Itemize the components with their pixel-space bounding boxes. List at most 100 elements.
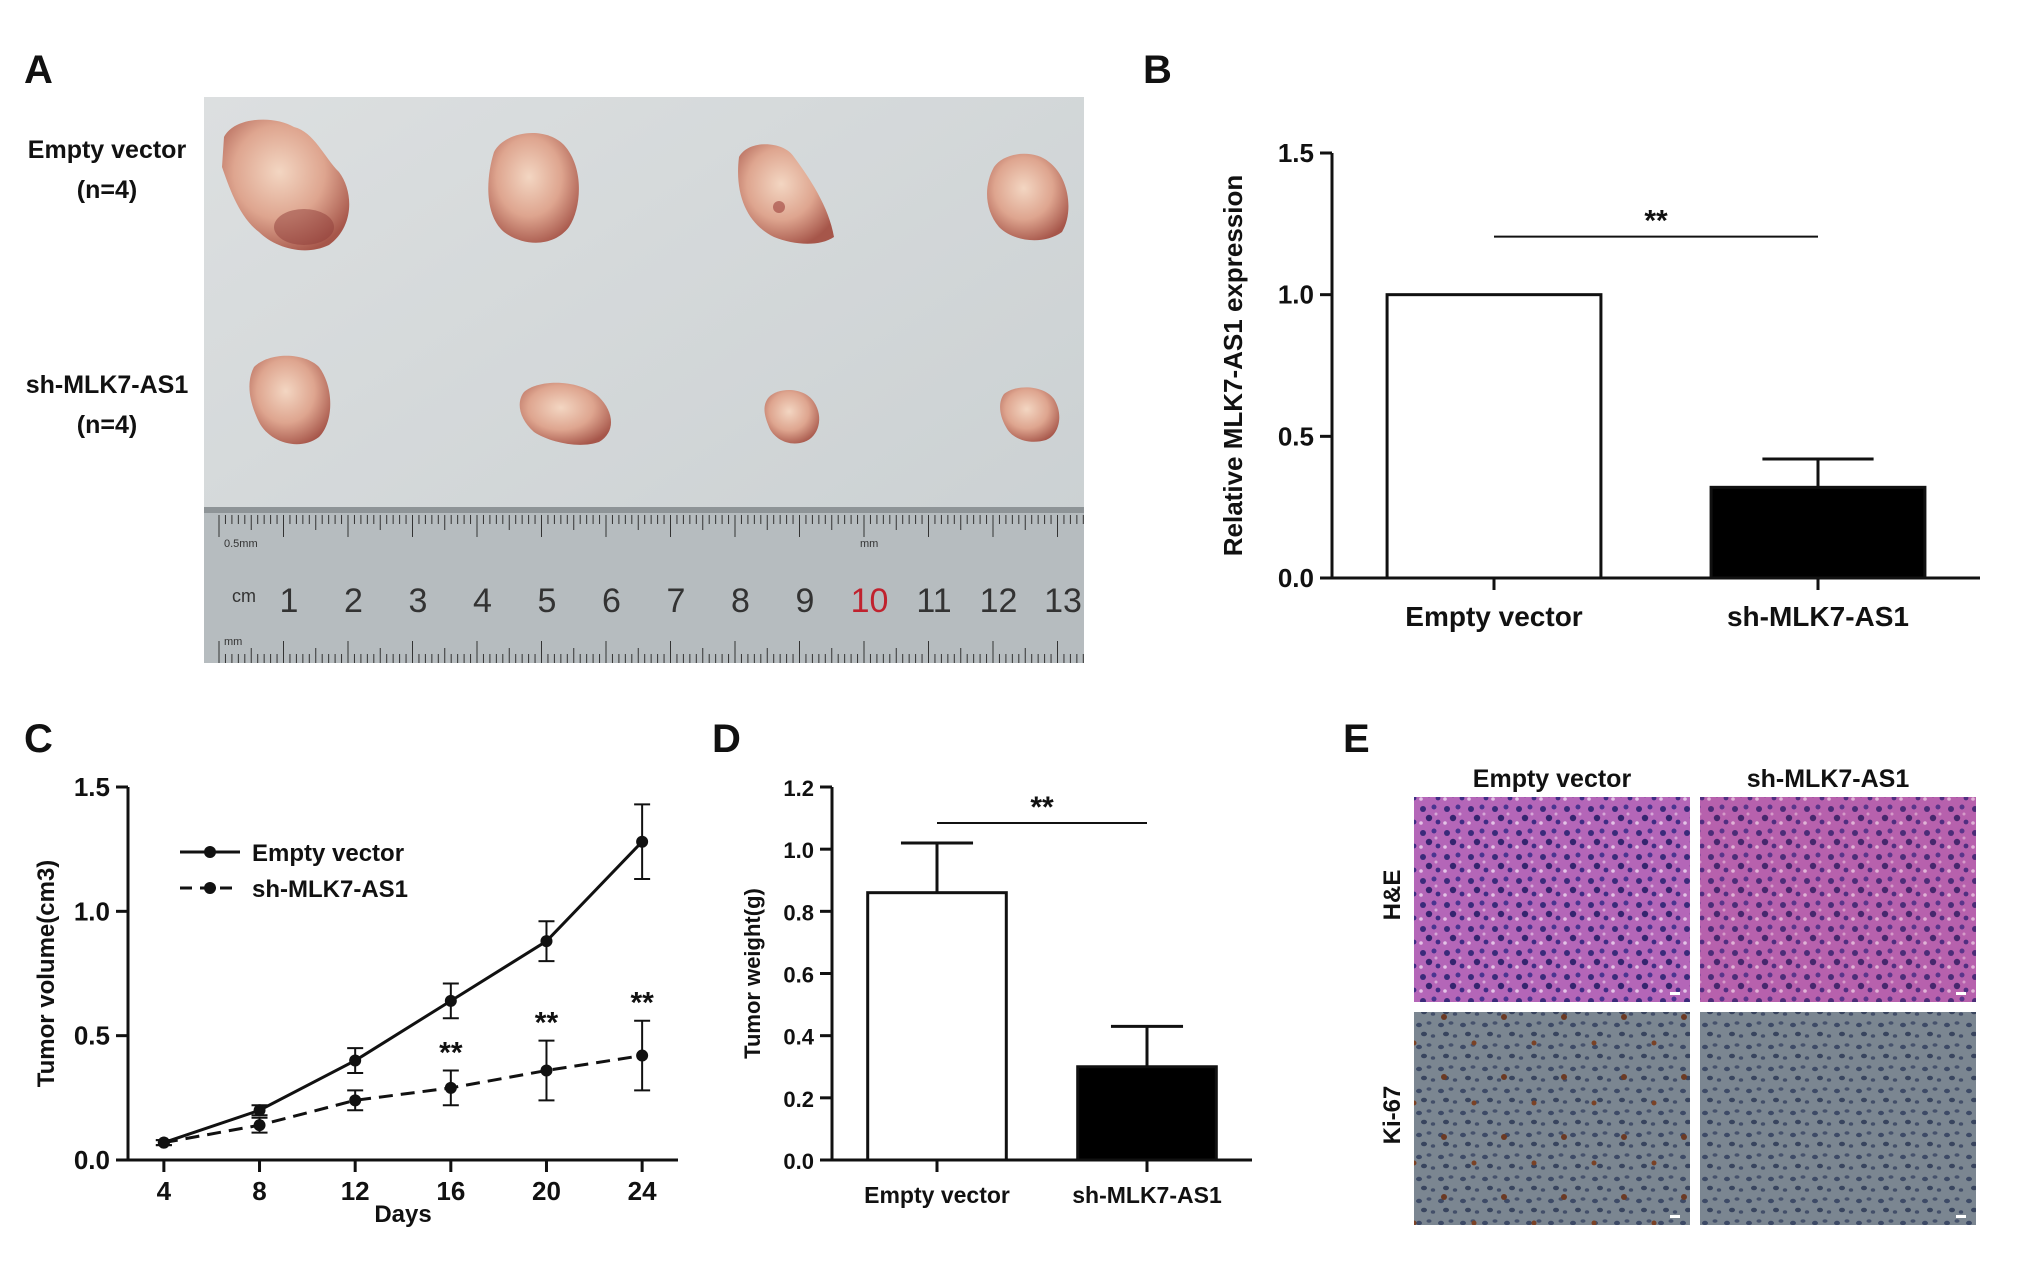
tumor-sh-1 <box>249 355 331 445</box>
chart-c-x-tick-label: 20 <box>532 1176 561 1206</box>
ruler-ticks <box>218 515 1084 663</box>
chart-d-bar <box>1076 1065 1218 1162</box>
group1-n: (n=4) <box>76 176 138 204</box>
chart-d-bar <box>866 891 1008 1162</box>
chart-b-y-tick-label: 0.0 <box>1278 563 1314 593</box>
tumor-empty-3 <box>738 144 834 244</box>
ruler-number: 7 <box>667 582 686 620</box>
ruler-number: 6 <box>602 582 621 620</box>
chart-b-y-tick-label: 1.5 <box>1278 138 1314 168</box>
ruler-number: 13 <box>1044 582 1082 620</box>
chart-c-point <box>253 1104 266 1117</box>
chart-d-y-label: Tumor weight(g) <box>740 888 765 1059</box>
col-label-sh: sh-MLK7-AS1 <box>1747 765 1910 793</box>
chart-c-legend-marker <box>204 846 216 858</box>
he-sh-image <box>1700 797 1976 1002</box>
chart-c-y-tick-label: 1.5 <box>74 772 110 802</box>
ruler-number: 3 <box>409 582 428 620</box>
ruler-number: 9 <box>796 582 815 620</box>
panel-a-group1-label: Empty vector (n=4) <box>2 130 212 210</box>
group2-name: sh-MLK7-AS1 <box>25 371 189 399</box>
group2-n: (n=4) <box>76 411 138 439</box>
ruler-number: 10 <box>851 582 889 620</box>
chart-d-y-tick-label: 1.2 <box>783 776 814 801</box>
chart-b: 0.0 0.5 1.0 1.5 Empty vector sh-MLK7-AS1 ** Rel… <box>1218 138 1980 632</box>
ruler-number: 11 <box>916 582 951 620</box>
ruler-unit: cm <box>232 586 256 606</box>
ruler-number: 2 <box>344 582 363 620</box>
chart-c-point <box>444 994 457 1007</box>
chart-b-bar <box>1385 293 1603 580</box>
ruler-number: 4 <box>473 582 492 620</box>
chart-c-legend-label: sh-MLK7-AS1 <box>252 876 408 903</box>
ruler-numbers: 1 2 3 4 5 6 7 8 9 10 11 12 13 <box>280 582 1082 620</box>
chart-c-y-tick-label: 0.0 <box>74 1145 110 1175</box>
chart-c-x-tick-label: 24 <box>628 1176 657 1206</box>
tumor-empty-2 <box>488 133 579 243</box>
chart-c-point <box>253 1119 266 1132</box>
tumor-sh-4 <box>1000 387 1060 442</box>
chart-d-x-tick-label: Empty vector <box>864 1182 1010 1208</box>
ruler-small-bottom: mm <box>224 636 242 648</box>
chart-c-series-line <box>163 840 644 1145</box>
chart-d-y-tick-label: 0.8 <box>783 900 814 925</box>
chart-c-point <box>636 835 649 848</box>
group1-name: Empty vector <box>27 136 187 164</box>
chart-d-y-tick-label: 1.0 <box>783 838 814 863</box>
chart-b-x-tick-label: sh-MLK7-AS1 <box>1727 601 1909 632</box>
histology-grid: Empty vector sh-MLK7-AS1 H&E Ki-67 <box>1379 765 1976 1225</box>
chart-c-legend-marker <box>204 882 216 894</box>
chart-c: 0.0 0.5 1.0 1.5 4 8 12 16 20 24 Days Tumor volume(c… <box>33 772 678 1228</box>
chart-b-x-tick-label: Empty vector <box>1405 601 1582 632</box>
chart-c-point <box>540 935 553 948</box>
row-label-ki67: Ki-67 <box>1379 1086 1406 1145</box>
tumor-sh-3 <box>764 390 820 444</box>
chart-c-annotation: ** <box>535 1007 559 1040</box>
chart-d-y-tick-label: 0.2 <box>783 1087 814 1112</box>
col-label-empty: Empty vector <box>1473 765 1632 793</box>
ruler-small-mid: mm <box>860 538 878 550</box>
ruler <box>204 507 1084 663</box>
chart-d-y-tick-label: 0.0 <box>783 1149 814 1174</box>
panel-a-group2-label: sh-MLK7-AS1 (n=4) <box>2 365 212 445</box>
chart-c-point <box>349 1094 362 1107</box>
chart-d-y-tick-label: 0.6 <box>783 963 814 988</box>
panel-d-letter: D <box>712 717 741 761</box>
chart-b-bar <box>1709 485 1927 580</box>
chart-d-x-tick-label: sh-MLK7-AS1 <box>1072 1182 1222 1208</box>
chart-b-y-label: Relative MLK7-AS1 expression <box>1218 175 1248 556</box>
ruler-small-top: 0.5mm <box>224 538 258 550</box>
chart-c-annotation: ** <box>439 1036 463 1069</box>
chart-c-x-tick-label: 12 <box>341 1176 370 1206</box>
chart-c-series-line <box>163 1054 643 1145</box>
chart-c-point <box>444 1081 457 1094</box>
chart-b-y-tick-label: 0.5 <box>1278 421 1314 451</box>
row-label-he: H&E <box>1379 870 1406 921</box>
chart-d-significance-label: ** <box>1030 791 1054 824</box>
chart-c-x-tick-label: 8 <box>252 1176 266 1206</box>
chart-c-y-tick-label: 1.0 <box>74 896 110 926</box>
chart-d-y-tick-label: 0.4 <box>783 1025 814 1050</box>
chart-c-x-tick-label: 4 <box>157 1176 172 1206</box>
chart-c-annotation: ** <box>630 987 654 1020</box>
chart-c-x-tick-label: 16 <box>436 1176 465 1206</box>
tumor-photograph: 0.5mm mm mm cm 1 2 3 4 5 6 7 8 9 10 11 12 13 <box>204 97 1084 663</box>
ruler-number: 1 <box>280 582 299 620</box>
chart-c-x-label: Days <box>374 1201 431 1228</box>
chart-d: 0.0 0.2 0.4 0.6 0.8 1.0 1.2 Empty vector sh-MLK7… <box>740 776 1252 1208</box>
ki67-sh-image <box>1700 1012 1976 1225</box>
chart-c-point <box>636 1049 649 1062</box>
ruler-number: 5 <box>538 582 557 620</box>
he-empty-image <box>1414 797 1690 1002</box>
chart-c-point <box>540 1064 553 1077</box>
tumor-empty-4 <box>987 153 1069 241</box>
chart-b-significance-label: ** <box>1644 205 1668 238</box>
panel-e-letter: E <box>1343 717 1370 761</box>
chart-c-y-tick-label: 0.5 <box>74 1021 110 1051</box>
panel-c-letter: C <box>24 717 53 761</box>
ruler-number: 12 <box>980 582 1018 620</box>
tumor-empty-1 <box>222 119 350 251</box>
panel-a-letter: A <box>24 48 53 92</box>
chart-c-legend-label: Empty vector <box>252 840 404 867</box>
panel-b-letter: B <box>1143 48 1172 92</box>
